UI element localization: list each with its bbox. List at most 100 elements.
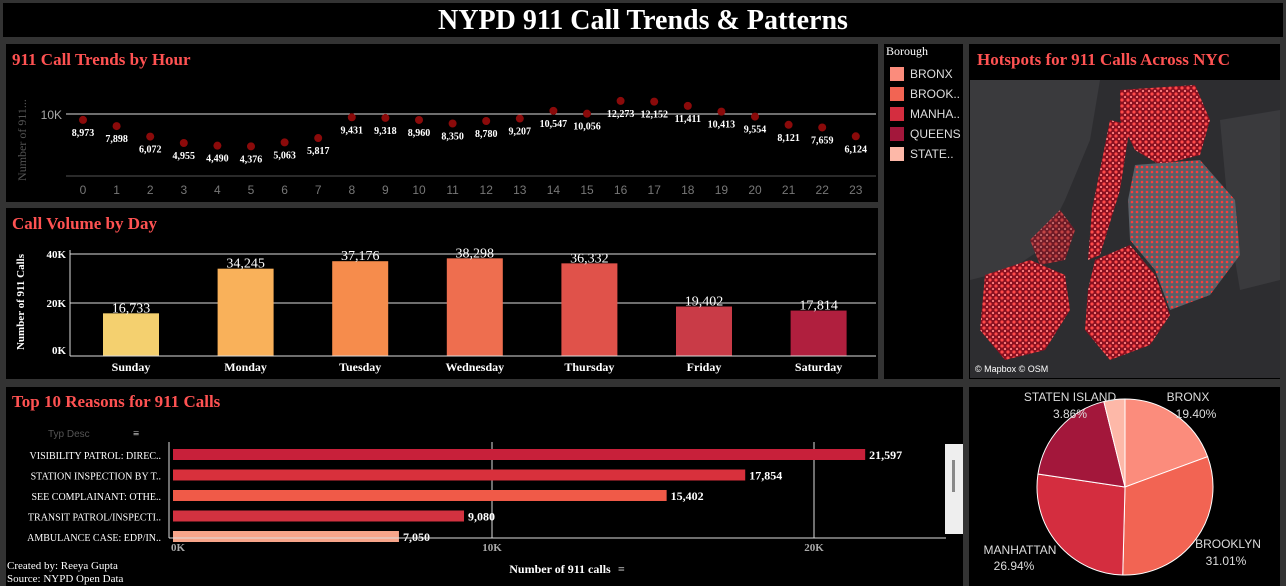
- hourly-x-tick: 15: [580, 183, 594, 197]
- reason-bar[interactable]: [173, 490, 667, 501]
- legend-title: Borough: [886, 44, 928, 58]
- hourly-point[interactable]: [683, 101, 692, 110]
- daily-bar[interactable]: [217, 268, 274, 356]
- hourly-point[interactable]: [784, 120, 793, 129]
- reason-bar[interactable]: [173, 449, 866, 460]
- nyc-hotspot-map[interactable]: © Mapbox © OSM: [970, 80, 1280, 378]
- hourly-data-label: 8,350: [441, 131, 464, 142]
- daily-data-label: 38,298: [456, 246, 495, 261]
- map-brooklyn: [1085, 245, 1170, 360]
- hourly-point[interactable]: [247, 142, 255, 151]
- daily-bar[interactable]: [103, 313, 159, 356]
- pie-slice[interactable]: [1036, 473, 1126, 576]
- hourly-data-label: 8,973: [72, 128, 95, 139]
- hourly-data-label: 11,411: [675, 114, 701, 125]
- daily-x-tick: Friday: [687, 360, 722, 374]
- hourly-point[interactable]: [583, 109, 591, 118]
- scrollbar-thumb[interactable]: [952, 460, 955, 492]
- map-queens: [1128, 160, 1240, 310]
- hourly-point[interactable]: [314, 134, 323, 143]
- hourly-x-tick: 12: [480, 183, 494, 197]
- map-nj-edge: [1030, 210, 1075, 265]
- daily-bar[interactable]: [561, 263, 618, 356]
- hourly-x-tick: 6: [281, 183, 288, 197]
- reason-data-label: 15,402: [671, 489, 704, 503]
- hourly-point[interactable]: [79, 115, 87, 124]
- daily-y-tick: 40K: [46, 249, 66, 261]
- hourly-x-tick: 2: [147, 183, 154, 197]
- daily-x-tick: Wednesday: [445, 360, 504, 374]
- hourly-data-label: 9,554: [744, 125, 767, 136]
- hourly-y-tick: 10K: [41, 108, 62, 122]
- reason-bar[interactable]: [173, 510, 465, 522]
- hourly-point[interactable]: [347, 113, 356, 122]
- daily-x-tick: Saturday: [795, 360, 842, 374]
- legend-swatch: [890, 127, 904, 141]
- pie-slice[interactable]: [1103, 398, 1126, 488]
- hourly-point[interactable]: [179, 139, 188, 148]
- hourly-data-label: 9,318: [374, 126, 397, 137]
- pie-label-name: BRONX: [1167, 390, 1210, 404]
- reasons-scrollbar[interactable]: [945, 444, 963, 534]
- divider: [963, 40, 969, 586]
- hourly-point[interactable]: [818, 123, 827, 132]
- reason-bar[interactable]: [173, 531, 399, 542]
- daily-bar[interactable]: [332, 261, 389, 356]
- hourly-point[interactable]: [415, 115, 423, 124]
- daily-bar[interactable]: [446, 258, 503, 356]
- daily-x-tick: Thursday: [564, 360, 614, 374]
- reason-category-label: TRANSIT PATROL/INSPECTI..: [28, 513, 161, 524]
- hourly-point[interactable]: [448, 119, 457, 128]
- legend-swatch: [890, 87, 904, 101]
- hourly-point[interactable]: [112, 122, 121, 131]
- hourly-point[interactable]: [213, 141, 222, 150]
- hourly-point[interactable]: [616, 96, 625, 105]
- reasons-x-tick: 20K: [804, 542, 824, 554]
- pie-label-pct: 26.94%: [994, 559, 1035, 573]
- hourly-point[interactable]: [146, 132, 155, 141]
- hourly-data-label: 8,960: [408, 128, 431, 139]
- sort-icon[interactable]: ≡: [133, 428, 140, 440]
- legend-item-staten-island[interactable]: STATE..: [890, 146, 954, 162]
- borough-legend: Borough BRONX BROOK.. MANHA.. QUEENS STA…: [884, 44, 963, 204]
- pie-slice[interactable]: [1122, 456, 1214, 576]
- hourly-data-label: 10,056: [573, 122, 601, 133]
- legend-label: QUEENS: [910, 127, 961, 141]
- hourly-x-tick: 11: [446, 183, 459, 197]
- daily-data-label: 16,733: [112, 301, 151, 316]
- divider: [0, 40, 1286, 44]
- daily-bar[interactable]: [676, 306, 732, 356]
- reason-category-label: AMBULANCE CASE: EDP/IN..: [27, 533, 161, 544]
- hourly-point[interactable]: [650, 97, 659, 106]
- daily-chart: Number of 911 Calls 40K 20K 0K 16,733 Sun…: [15, 246, 876, 374]
- hourly-x-tick: 14: [547, 183, 561, 197]
- hourly-point[interactable]: [482, 117, 491, 126]
- reason-bar[interactable]: [173, 469, 746, 481]
- hourly-data-label: 7,659: [811, 135, 834, 146]
- hourly-point[interactable]: [717, 107, 726, 116]
- pie-slice[interactable]: [1124, 398, 1209, 488]
- pie-label-pct: 19.40%: [1176, 407, 1217, 421]
- sort-icon[interactable]: ≡: [618, 562, 625, 576]
- hourly-point[interactable]: [280, 138, 289, 147]
- legend-item-manhattan[interactable]: MANHA..: [890, 106, 960, 122]
- hourly-point[interactable]: [851, 132, 860, 141]
- legend-swatch: [890, 147, 904, 161]
- pie-slice[interactable]: [1037, 400, 1126, 488]
- hourly-point[interactable]: [751, 112, 759, 121]
- hourly-x-tick: 8: [348, 183, 355, 197]
- legend-item-queens[interactable]: QUEENS: [890, 126, 961, 142]
- hourly-point[interactable]: [515, 114, 524, 123]
- hourly-data-label: 10,547: [540, 119, 568, 130]
- hourly-point[interactable]: [381, 113, 390, 122]
- legend-label: BROOK..: [910, 87, 961, 101]
- daily-data-label: 36,332: [570, 251, 609, 266]
- page-title: NYPD 911 Call Trends & Patterns: [438, 5, 848, 36]
- legend-item-bronx[interactable]: BRONX: [890, 66, 953, 82]
- legend-swatch: [890, 67, 904, 81]
- daily-bar[interactable]: [790, 310, 847, 356]
- hourly-point[interactable]: [549, 106, 558, 115]
- legend-item-brooklyn[interactable]: BROOK..: [890, 86, 960, 102]
- map-staten-island: [980, 260, 1070, 360]
- daily-chart-title: Call Volume by Day: [12, 214, 157, 233]
